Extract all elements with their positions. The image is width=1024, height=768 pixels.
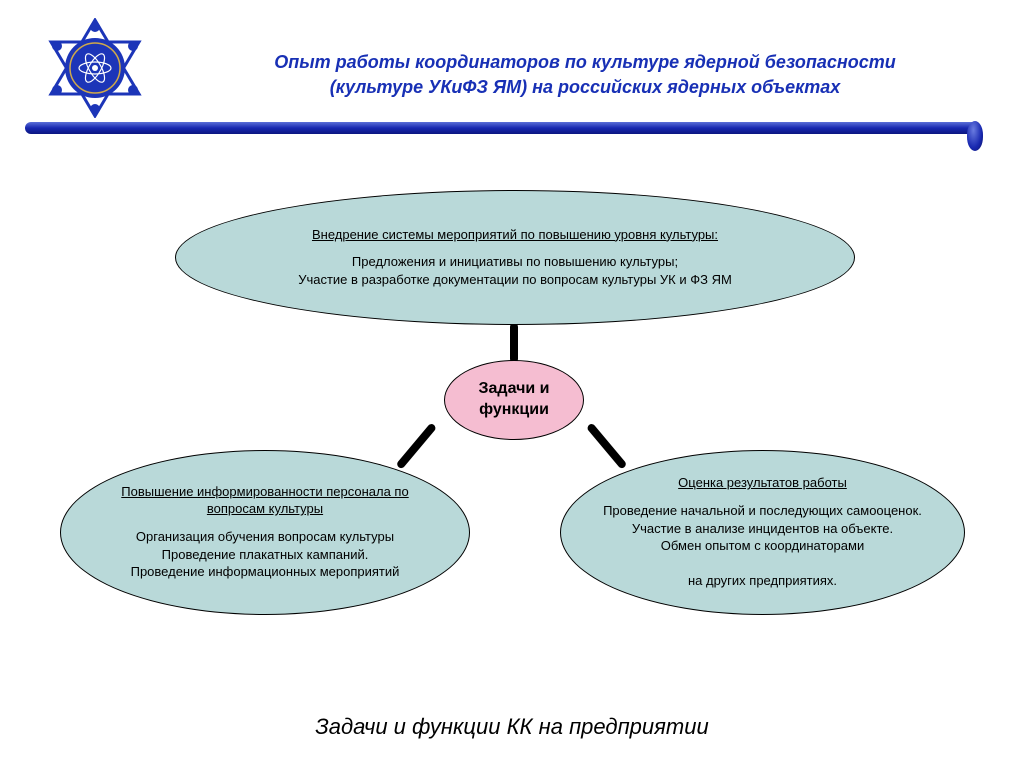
title-line-2: (культуре УКиФЗ ЯМ) на российских ядерны… [200, 75, 970, 100]
node-title: Внедрение системы мероприятий по повышен… [312, 227, 718, 244]
concept-diagram: Внедрение системы мероприятий по повышен… [0, 170, 1024, 690]
node-body: Организация обучения вопросам культурыПр… [131, 528, 400, 581]
node-implementation: Внедрение системы мероприятий по повышен… [175, 190, 855, 325]
connector-center-top [510, 323, 518, 363]
center-label-l1: Задачи и [479, 379, 550, 400]
node-title: Оценка результатов работы [678, 475, 847, 492]
header-bar-cap [967, 121, 983, 151]
node-evaluation: Оценка результатов работы Проведение нач… [560, 450, 965, 615]
node-center-tasks: Задачи и функции [444, 360, 584, 440]
title-line-1: Опыт работы координаторов по культуре яд… [200, 50, 970, 75]
connector-center-left [396, 422, 437, 469]
slide-header: Опыт работы координаторов по культуре яд… [0, 0, 1024, 150]
connector-center-right [586, 422, 627, 469]
slide-title: Опыт работы координаторов по культуре яд… [200, 50, 970, 100]
diagram-caption: Задачи и функции КК на предприятии [0, 714, 1024, 740]
header-divider-bar [25, 122, 980, 134]
node-title: Повышение информированности персонала по… [101, 484, 429, 518]
node-body: Проведение начальной и последующих самоо… [603, 502, 922, 590]
node-body: Предложения и инициативы по повышению ку… [298, 253, 732, 288]
logo-emblem [45, 18, 145, 118]
center-label-l2: функции [479, 400, 549, 421]
node-awareness: Повышение информированности персонала по… [60, 450, 470, 615]
